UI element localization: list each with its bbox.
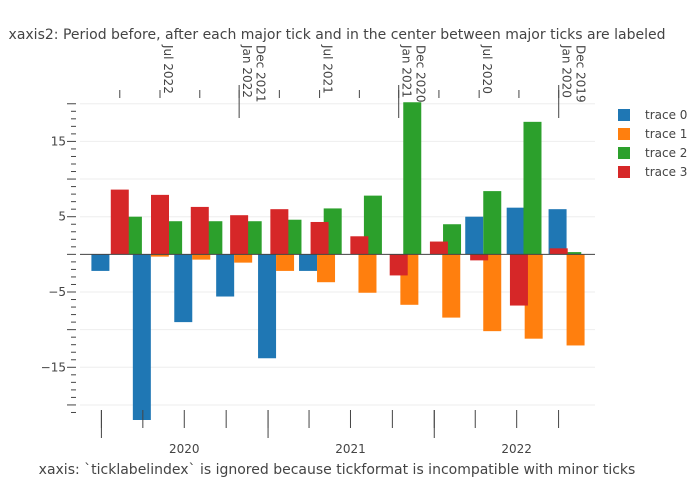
bar-trace-3[interactable]: [509, 254, 528, 306]
x2-tick-label: Jan 2022: [240, 44, 254, 98]
bars-layer: [91, 102, 585, 420]
bar-trace-1[interactable]: [524, 254, 543, 339]
x-tick-label: 2020: [169, 442, 200, 456]
x2-tick-label: Jul 2022: [161, 44, 175, 94]
bar-trace-3[interactable]: [270, 209, 289, 255]
bar-trace-1[interactable]: [150, 254, 169, 257]
legend: trace 0 trace 1 trace 2 trace 3: [618, 108, 687, 179]
x-tick-label: 2022: [501, 442, 532, 456]
x2-tick-label: Jan 2021: [400, 44, 414, 98]
bar-trace-2[interactable]: [483, 191, 502, 255]
bar-trace-3[interactable]: [429, 241, 448, 255]
legend-label[interactable]: trace 0: [645, 108, 687, 122]
bar-trace-0[interactable]: [465, 216, 484, 255]
bar-trace-0[interactable]: [216, 254, 235, 297]
bar-trace-1[interactable]: [276, 254, 295, 271]
bar-trace-2[interactable]: [204, 221, 223, 255]
x-axis-title: xaxis: `ticklabelindex` is ignored becau…: [39, 462, 636, 478]
x2-tick-label: Jul 2020: [480, 44, 494, 94]
bar-trace-3[interactable]: [110, 189, 129, 255]
x2-tick-label: Dec 2020: [413, 45, 427, 103]
y-tick-label: 15: [51, 134, 66, 148]
legend-swatch[interactable]: [618, 128, 630, 140]
bar-trace-3[interactable]: [230, 215, 249, 255]
bar-trace-0[interactable]: [506, 207, 525, 255]
bar-trace-3[interactable]: [470, 254, 489, 261]
bar-trace-3[interactable]: [151, 194, 170, 255]
bar-trace-3[interactable]: [310, 221, 329, 255]
bar-trace-3[interactable]: [389, 254, 408, 276]
bar-trace-1[interactable]: [566, 254, 585, 346]
legend-swatch[interactable]: [618, 166, 630, 178]
bar-trace-1[interactable]: [234, 254, 253, 263]
bar-trace-3[interactable]: [190, 206, 209, 255]
x-tick-label: 2021: [335, 442, 366, 456]
x2-tick-label: Jul 2021: [321, 44, 335, 94]
legend-label[interactable]: trace 3: [645, 165, 687, 179]
legend-swatch[interactable]: [618, 109, 630, 121]
bar-trace-0[interactable]: [258, 254, 277, 359]
bar-trace-1[interactable]: [317, 254, 336, 283]
bar-trace-0[interactable]: [548, 209, 567, 255]
x-axis-top: Jul 2022 Jan 2022 Dec 2021 Jul 2021 Jan 2021…: [119, 44, 587, 118]
y-axis: −15 −5 5 15: [41, 103, 76, 413]
plot-area: [80, 100, 595, 420]
bar-trace-0[interactable]: [91, 254, 110, 271]
bar-trace-1[interactable]: [442, 254, 461, 318]
x2-tick-label: Dec 2019: [573, 45, 587, 103]
bar-trace-2[interactable]: [523, 121, 542, 255]
x-axis-bottom: 2020 2021 2022: [100, 410, 560, 456]
bar-trace-1[interactable]: [192, 254, 211, 260]
bar-trace-2[interactable]: [403, 102, 422, 255]
bar-trace-3[interactable]: [350, 236, 369, 255]
bar-trace-2[interactable]: [363, 195, 382, 255]
y-tick-label: 5: [58, 210, 66, 224]
bar-trace-3[interactable]: [549, 248, 568, 255]
bar-trace-2[interactable]: [563, 252, 582, 255]
y-tick-label: −5: [48, 285, 66, 299]
x2-tick-label: Jan 2020: [560, 44, 574, 98]
bar-trace-0[interactable]: [174, 254, 193, 323]
bar-trace-0[interactable]: [132, 254, 151, 420]
y-tick-label: −15: [41, 360, 66, 374]
bar-trace-1[interactable]: [483, 254, 502, 332]
legend-label[interactable]: trace 1: [645, 127, 687, 141]
legend-swatch[interactable]: [618, 147, 630, 159]
bar-trace-2[interactable]: [243, 221, 262, 255]
chart-title: xaxis2: Period before, after each major …: [9, 27, 666, 43]
legend-label[interactable]: trace 2: [645, 146, 687, 160]
x2-tick-label: Dec 2021: [254, 45, 268, 103]
bar-trace-0[interactable]: [299, 254, 318, 271]
bar-trace-1[interactable]: [358, 254, 377, 293]
